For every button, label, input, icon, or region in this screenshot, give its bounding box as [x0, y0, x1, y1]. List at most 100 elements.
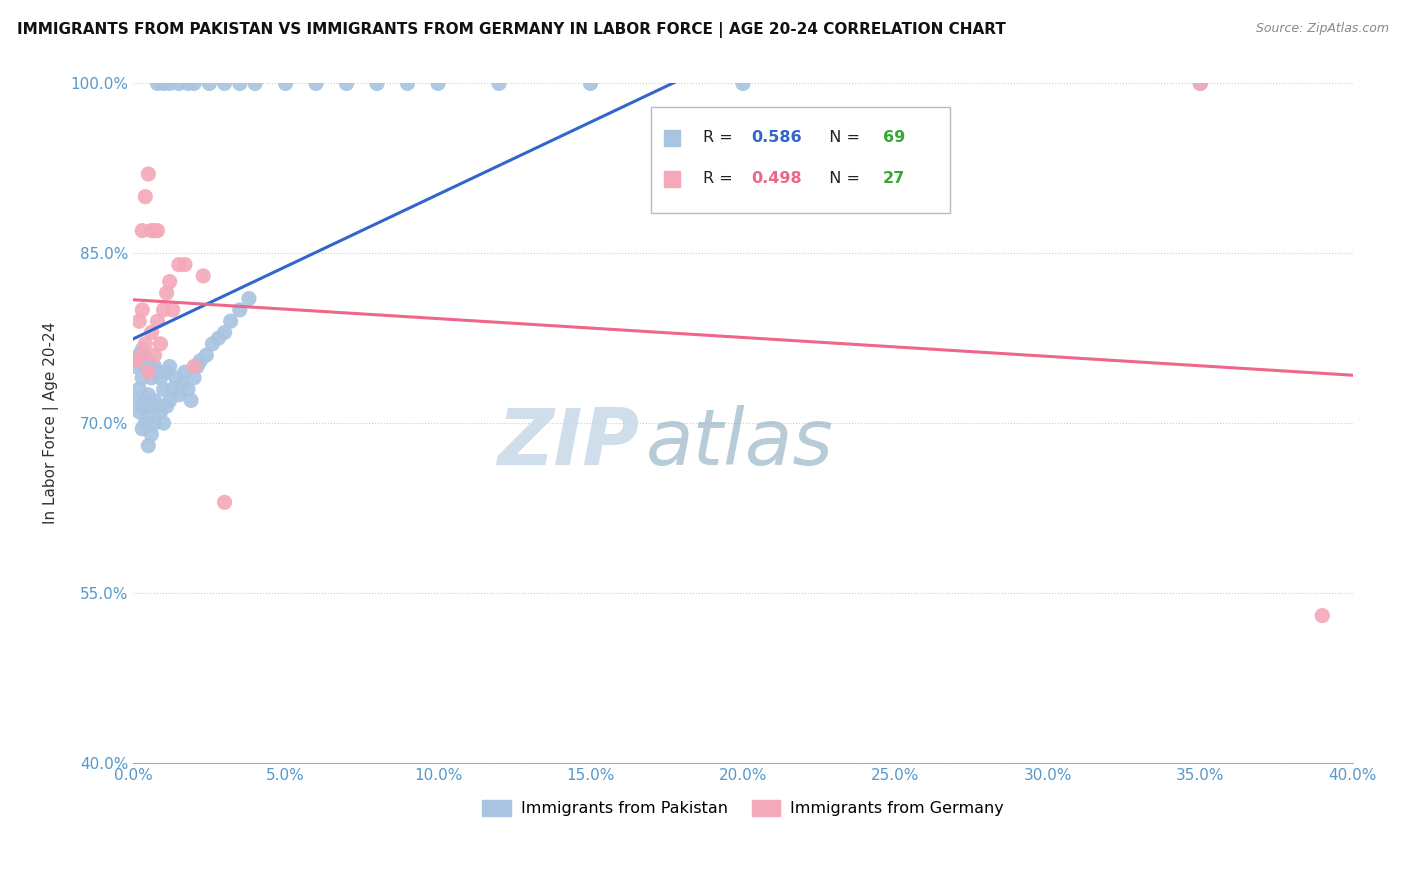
Point: [731, 77, 754, 91]
Point: [128, 314, 150, 328]
Point: [152, 77, 174, 91]
Point: [183, 371, 205, 385]
Point: [152, 302, 174, 317]
Point: [131, 422, 153, 436]
Point: [141, 371, 163, 385]
Text: 69: 69: [883, 130, 905, 145]
Point: [162, 302, 184, 317]
Point: [167, 77, 190, 91]
Point: [141, 399, 163, 413]
Point: [125, 354, 148, 368]
FancyBboxPatch shape: [651, 107, 950, 212]
Text: R =: R =: [703, 171, 738, 186]
Point: [156, 365, 179, 379]
Point: [167, 258, 190, 272]
Point: [174, 365, 197, 379]
Point: [131, 399, 153, 413]
Point: [427, 77, 450, 91]
Point: [274, 77, 297, 91]
Point: [141, 427, 163, 442]
Point: [207, 331, 229, 345]
Point: [131, 302, 153, 317]
Point: [128, 348, 150, 362]
Point: [134, 393, 156, 408]
Point: [134, 189, 156, 203]
Point: [152, 382, 174, 396]
Legend: Immigrants from Pakistan, Immigrants from Germany: Immigrants from Pakistan, Immigrants fro…: [475, 793, 1010, 822]
Point: [143, 224, 166, 238]
Point: [141, 326, 163, 340]
Point: [159, 275, 181, 289]
Point: [214, 77, 236, 91]
Point: [134, 416, 156, 430]
Point: [366, 77, 388, 91]
Text: N =: N =: [818, 130, 865, 145]
Point: [229, 77, 252, 91]
Text: ZIP: ZIP: [496, 406, 640, 482]
Point: [305, 77, 328, 91]
Point: [180, 393, 202, 408]
Point: [143, 359, 166, 374]
Point: [131, 224, 153, 238]
Text: Source: ZipAtlas.com: Source: ZipAtlas.com: [1256, 22, 1389, 36]
Text: 27: 27: [883, 171, 905, 186]
Point: [159, 359, 181, 374]
Point: [146, 365, 169, 379]
Point: [152, 416, 174, 430]
Point: [138, 410, 160, 425]
Point: [177, 382, 200, 396]
Point: [177, 77, 200, 91]
Point: [1189, 77, 1212, 91]
Point: [579, 77, 602, 91]
Point: [195, 348, 218, 362]
Point: [143, 416, 166, 430]
Point: [167, 388, 190, 402]
Point: [143, 348, 166, 362]
Text: atlas: atlas: [645, 406, 834, 482]
Point: [243, 77, 266, 91]
Point: [146, 399, 169, 413]
Point: [183, 77, 205, 91]
Point: [149, 405, 172, 419]
Point: [238, 292, 260, 306]
Point: [146, 224, 169, 238]
Point: [143, 393, 166, 408]
Point: [165, 371, 187, 385]
Point: [156, 285, 179, 300]
Point: [138, 439, 160, 453]
Point: [134, 336, 156, 351]
Point: [214, 495, 236, 509]
Point: [1189, 77, 1212, 91]
Point: [125, 359, 148, 374]
Text: 0.498: 0.498: [751, 171, 801, 186]
Point: [162, 382, 184, 396]
Point: [188, 354, 211, 368]
Point: [149, 336, 172, 351]
Point: [125, 393, 148, 408]
Point: [146, 314, 169, 328]
Point: [214, 326, 236, 340]
Text: IMMIGRANTS FROM PAKISTAN VS IMMIGRANTS FROM GERMANY IN LABOR FORCE | AGE 20-24 C: IMMIGRANTS FROM PAKISTAN VS IMMIGRANTS F…: [17, 22, 1005, 38]
Point: [128, 405, 150, 419]
Point: [335, 77, 357, 91]
Point: [156, 399, 179, 413]
Y-axis label: In Labor Force | Age 20-24: In Labor Force | Age 20-24: [44, 322, 59, 524]
Point: [141, 224, 163, 238]
Point: [198, 77, 221, 91]
Point: [131, 371, 153, 385]
Point: [396, 77, 419, 91]
Text: R =: R =: [703, 130, 738, 145]
Point: [138, 167, 160, 181]
Point: [170, 376, 193, 391]
Point: [128, 382, 150, 396]
Point: [146, 77, 169, 91]
Point: [138, 365, 160, 379]
Point: [138, 388, 160, 402]
Point: [159, 77, 181, 91]
Point: [149, 371, 172, 385]
Point: [138, 354, 160, 368]
Point: [193, 268, 215, 283]
Point: [186, 359, 208, 374]
Point: [131, 343, 153, 357]
Text: 0.586: 0.586: [751, 130, 801, 145]
